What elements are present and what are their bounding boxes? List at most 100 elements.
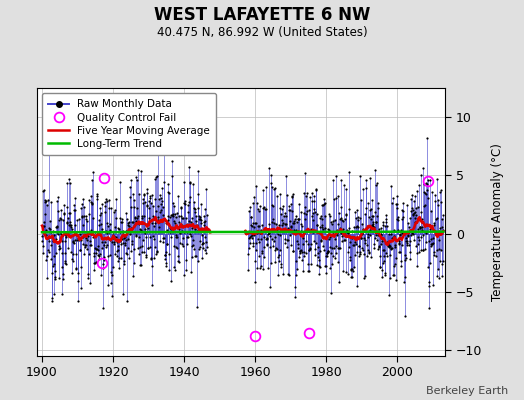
Point xyxy=(261,236,270,242)
Point xyxy=(296,250,304,256)
Point xyxy=(368,196,376,203)
Point xyxy=(417,247,425,254)
Point xyxy=(166,213,174,220)
Point xyxy=(382,250,390,256)
Point xyxy=(129,273,137,279)
Point xyxy=(135,191,143,197)
Point xyxy=(146,192,155,199)
Point xyxy=(129,260,138,266)
Point xyxy=(404,232,412,238)
Point xyxy=(162,241,171,247)
Point xyxy=(100,256,108,263)
Point xyxy=(310,198,318,204)
Point xyxy=(157,195,165,201)
Point xyxy=(298,257,306,264)
Point xyxy=(42,198,51,204)
Point xyxy=(384,243,392,249)
Point xyxy=(54,246,63,252)
Point xyxy=(152,173,161,179)
Point xyxy=(61,258,70,264)
Point xyxy=(409,231,417,237)
Point xyxy=(313,222,321,229)
Point xyxy=(185,178,194,185)
Point xyxy=(404,219,412,226)
Point xyxy=(326,219,335,226)
Point xyxy=(169,200,177,206)
Point xyxy=(151,251,160,258)
Point xyxy=(196,217,205,223)
Point xyxy=(187,218,195,225)
Point xyxy=(310,206,319,212)
Point xyxy=(123,298,131,304)
Point xyxy=(82,213,91,219)
Point xyxy=(77,285,85,292)
Point xyxy=(315,264,324,271)
Point xyxy=(145,198,153,204)
Point xyxy=(100,198,108,205)
Point xyxy=(400,313,409,319)
Point xyxy=(245,244,254,251)
Point xyxy=(282,212,290,219)
Point xyxy=(66,210,74,216)
Point xyxy=(277,222,286,228)
Point xyxy=(335,244,343,251)
Point xyxy=(147,220,156,226)
Point xyxy=(336,177,345,183)
Point xyxy=(81,242,90,248)
Point xyxy=(333,230,341,236)
Point xyxy=(110,239,118,246)
Point xyxy=(104,223,112,229)
Point xyxy=(313,222,321,228)
Point xyxy=(199,240,207,246)
Point xyxy=(388,195,397,202)
Point xyxy=(75,231,84,237)
Point xyxy=(146,234,154,240)
Point xyxy=(422,135,431,142)
Point xyxy=(337,238,346,244)
Point xyxy=(70,195,79,202)
Point xyxy=(263,240,271,247)
Point xyxy=(58,238,66,244)
Point xyxy=(201,234,210,240)
Point xyxy=(422,180,431,186)
Point xyxy=(191,209,199,215)
Point xyxy=(372,219,380,225)
Point xyxy=(291,212,300,219)
Point xyxy=(297,209,305,215)
Point xyxy=(62,261,71,268)
Point xyxy=(391,242,399,248)
Point xyxy=(180,199,188,206)
Point xyxy=(200,213,208,220)
Point xyxy=(132,232,140,239)
Point xyxy=(38,238,47,244)
Point xyxy=(391,244,399,250)
Point xyxy=(77,205,85,212)
Point xyxy=(292,227,300,234)
Point xyxy=(311,252,319,258)
Point xyxy=(254,206,262,212)
Point xyxy=(201,206,210,212)
Point xyxy=(333,232,342,238)
Point xyxy=(80,213,89,219)
Point xyxy=(98,245,106,252)
Point xyxy=(61,249,69,256)
Point xyxy=(302,192,311,199)
Point xyxy=(43,235,52,241)
Point xyxy=(145,205,153,211)
Point xyxy=(301,170,309,176)
Point xyxy=(399,214,407,220)
Point xyxy=(278,206,286,212)
Point xyxy=(111,224,119,230)
Point xyxy=(432,253,440,259)
Point xyxy=(78,201,86,208)
Point xyxy=(246,240,255,246)
Point xyxy=(183,234,191,240)
Point xyxy=(311,246,319,252)
Point xyxy=(256,228,265,234)
Point xyxy=(42,227,50,234)
Point xyxy=(51,274,60,280)
Point xyxy=(429,235,437,241)
Point xyxy=(336,216,344,222)
Point xyxy=(279,226,288,232)
Point xyxy=(297,228,305,234)
